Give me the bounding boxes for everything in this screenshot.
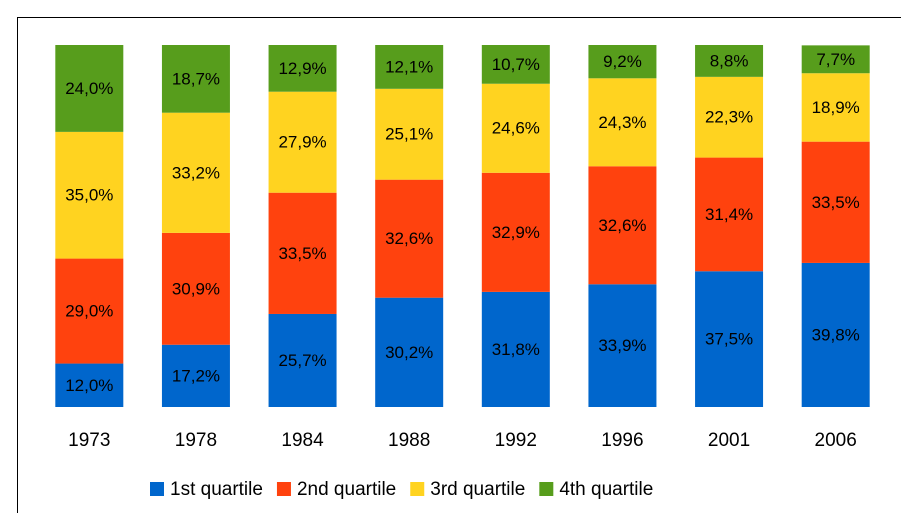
data-label: 33,5% (278, 244, 326, 263)
data-label: 18,7% (172, 69, 220, 88)
data-label: 39,8% (812, 325, 860, 344)
data-label: 24,6% (492, 119, 540, 138)
data-label: 33,2% (172, 163, 220, 182)
data-label: 30,2% (385, 343, 433, 362)
bar-segment (695, 157, 764, 272)
bar-segment (801, 141, 870, 263)
data-label: 9,2% (603, 52, 642, 71)
legend-label: 4th quartile (559, 479, 653, 500)
data-label: 24,3% (598, 113, 646, 132)
x-tick-label: 1984 (281, 430, 324, 451)
bar-segment (55, 258, 124, 364)
data-label: 17,2% (172, 366, 220, 385)
bar-segment (268, 192, 337, 314)
bar-segment (695, 76, 764, 158)
legend-label: 2nd quartile (297, 479, 396, 500)
bar-segment (161, 232, 230, 345)
bar-segment (481, 45, 550, 84)
data-label: 8,8% (710, 51, 749, 70)
bar-segment (588, 166, 657, 285)
legend-swatch (410, 482, 425, 496)
data-label: 25,1% (385, 125, 433, 144)
bar-segment (375, 88, 444, 180)
bar-segment (268, 91, 337, 193)
data-label: 18,9% (812, 98, 860, 117)
bar-segment (695, 45, 764, 77)
data-label: 12,0% (65, 376, 113, 395)
bar-segment (588, 78, 657, 167)
data-label: 37,5% (705, 330, 753, 349)
x-tick-label: 1992 (495, 430, 537, 451)
bar-segment (481, 291, 550, 407)
x-tick-label: 2006 (815, 430, 857, 451)
data-label: 22,3% (705, 108, 753, 127)
legend-swatch (539, 482, 554, 496)
frame (17, 17, 901, 513)
data-label: 12,9% (278, 59, 326, 78)
data-label: 7,7% (816, 50, 855, 69)
bar-segment (375, 45, 444, 89)
bar-segment (161, 112, 230, 233)
data-label: 25,7% (278, 351, 326, 370)
bar-segment (268, 313, 337, 407)
bar-segment (375, 297, 444, 407)
data-label: 33,5% (812, 193, 860, 212)
data-label: 31,4% (705, 205, 753, 224)
bar-segment (55, 45, 124, 132)
data-label: 12,1% (385, 57, 433, 76)
x-tick-label: 2001 (708, 430, 750, 451)
data-label: 33,9% (598, 336, 646, 355)
x-tick-label: 1988 (388, 430, 430, 451)
bar-segment (481, 172, 550, 292)
bar-segment (375, 179, 444, 298)
x-tick-label: 1996 (601, 430, 643, 451)
data-label: 32,6% (385, 229, 433, 248)
legend-swatch (150, 482, 164, 496)
data-label: 32,6% (598, 216, 646, 235)
data-label: 31,8% (492, 340, 540, 359)
bar-segment (588, 284, 657, 407)
bar-segment (161, 344, 230, 407)
data-label: 29,0% (65, 302, 113, 321)
bar-segment (161, 45, 230, 113)
bar-segment (55, 131, 124, 259)
bar-segment (55, 363, 124, 407)
legend-label: 1st quartile (170, 479, 263, 500)
x-tick-label: 1978 (175, 430, 217, 451)
bar-segment (588, 45, 657, 79)
bar-segment (695, 271, 764, 407)
bar-segment (481, 83, 550, 173)
data-label: 10,7% (492, 55, 540, 74)
bar-segment (801, 262, 870, 407)
legend-label: 3rd quartile (430, 479, 525, 500)
data-label: 35,0% (65, 186, 113, 205)
x-tick-label: 1973 (68, 430, 110, 451)
data-label: 32,9% (492, 223, 540, 242)
data-label: 24,0% (65, 79, 113, 98)
bar-segment (268, 45, 337, 92)
data-label: 27,9% (278, 133, 326, 152)
bar-segment (801, 73, 870, 142)
legend-swatch (276, 482, 291, 496)
data-label: 30,9% (172, 279, 220, 298)
bar-segment (801, 45, 870, 74)
